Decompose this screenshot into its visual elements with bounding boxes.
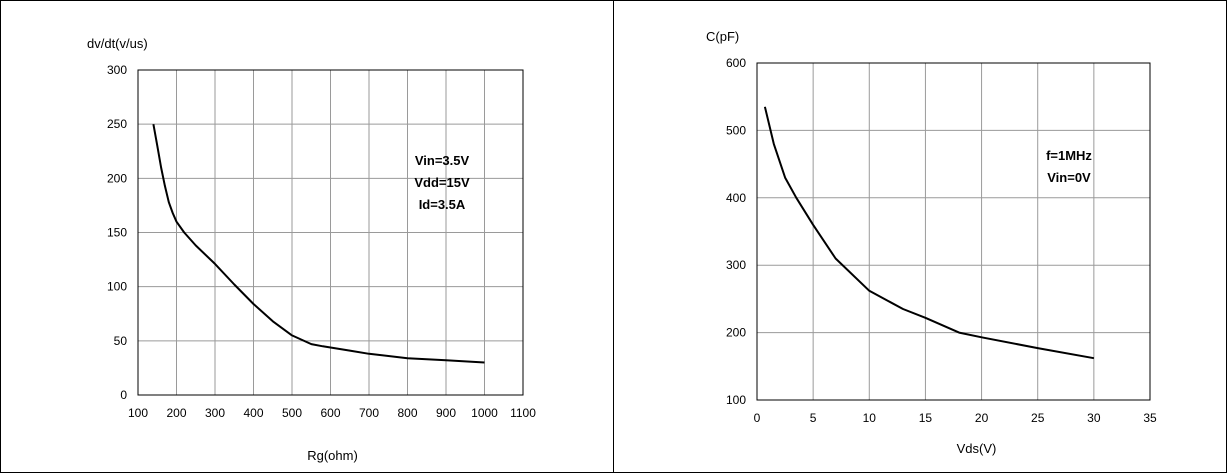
x-tick-label: 35 — [1143, 411, 1157, 425]
x-tick-label: 900 — [436, 406, 456, 420]
annotation-label: f=1MHz — [1046, 148, 1092, 163]
y-tick-label: 100 — [726, 393, 746, 407]
x-tick-label: 700 — [359, 406, 379, 420]
y-tick-label: 50 — [114, 334, 128, 348]
annotation-label: Vin=3.5V — [415, 153, 470, 168]
chart-dvdt-vs-rg: 100 200 300 400 500 600 700 800 900 1000 1100 0 50 10… — [87, 36, 536, 463]
x-tick-label: 300 — [205, 406, 225, 420]
y-axis-label: dv/dt(v/us) — [87, 36, 148, 51]
x-axis-label: Rg(ohm) — [307, 448, 358, 463]
x-tick-label: 10 — [863, 411, 877, 425]
y-tick-label: 500 — [726, 123, 746, 137]
chart-panel-capacitance: 0 5 10 15 20 25 30 35 100 200 300 400 500 600 C(pF) Vds… — [613, 0, 1227, 473]
y-tick-label: 150 — [107, 226, 127, 240]
x-tick-label: 15 — [919, 411, 933, 425]
y-tick-label: 300 — [726, 258, 746, 272]
y-axis-label: C(pF) — [706, 29, 739, 44]
x-tick-label: 1000 — [471, 406, 498, 420]
x-tick-label: 20 — [975, 411, 989, 425]
chart-panel-dvdt: 100 200 300 400 500 600 700 800 900 1000 1100 0 50 10… — [0, 0, 614, 473]
y-tick-label: 250 — [107, 117, 127, 131]
plot-frame — [137, 69, 524, 396]
x-tick-label: 500 — [282, 406, 302, 420]
x-axis-label: Vds(V) — [957, 441, 997, 456]
y-tick-label: 300 — [107, 63, 127, 77]
x-tick-label: 0 — [754, 411, 761, 425]
x-tick-label: 25 — [1031, 411, 1045, 425]
y-tick-label: 0 — [120, 388, 127, 402]
y-tick-label: 400 — [726, 191, 746, 205]
x-tick-label: 30 — [1087, 411, 1101, 425]
series-line — [152, 124, 485, 364]
x-tick-label: 1100 — [510, 406, 536, 420]
annotation-label: Vin=0V — [1047, 170, 1091, 185]
y-tick-label: 200 — [107, 171, 127, 185]
x-tick-label: 100 — [128, 406, 148, 420]
y-tick-label: 100 — [107, 280, 127, 294]
plot-frame — [756, 62, 1151, 401]
x-tick-label: 5 — [810, 411, 817, 425]
x-tick-label: 400 — [243, 406, 263, 420]
annotation-label: Vdd=15V — [414, 175, 470, 190]
y-tick-label: 200 — [726, 326, 746, 340]
annotation-label: Id=3.5A — [419, 197, 466, 212]
x-tick-label: 200 — [166, 406, 186, 420]
x-tick-label: 600 — [320, 406, 340, 420]
y-tick-label: 600 — [726, 56, 746, 70]
series-line — [763, 106, 1095, 360]
x-tick-label: 800 — [397, 406, 417, 420]
chart-capacitance-vs-vds: 0 5 10 15 20 25 30 35 100 200 300 400 500 600 C(pF) Vds… — [706, 29, 1157, 456]
